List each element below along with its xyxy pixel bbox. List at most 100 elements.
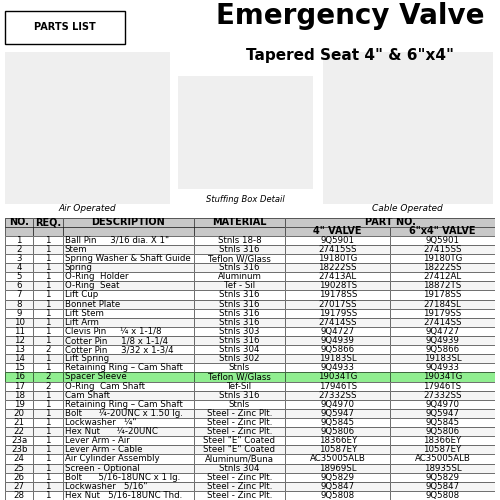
Text: Hex Nut      ¼-20UNC: Hex Nut ¼-20UNC — [65, 427, 158, 436]
Text: 6: 6 — [16, 282, 22, 290]
Bar — [286, 482, 390, 491]
Text: 17: 17 — [14, 382, 24, 390]
Bar — [63, 318, 194, 327]
Bar — [63, 409, 194, 418]
Text: 1: 1 — [46, 282, 51, 290]
Text: 9Q5847: 9Q5847 — [426, 482, 460, 491]
Text: Cotter Pin     1/8 x 1-1/4: Cotter Pin 1/8 x 1-1/4 — [65, 336, 168, 345]
Text: 1: 1 — [46, 308, 51, 318]
Text: 1: 1 — [46, 409, 51, 418]
Bar — [390, 372, 495, 382]
Bar — [286, 372, 390, 382]
Text: 18: 18 — [14, 390, 24, 400]
Bar — [286, 364, 390, 372]
Bar — [5, 254, 34, 263]
Text: Lever Arm - Air: Lever Arm - Air — [65, 436, 130, 446]
Bar — [34, 418, 63, 427]
Bar — [5, 308, 34, 318]
Bar — [286, 236, 390, 245]
Text: 10587EY: 10587EY — [318, 446, 357, 454]
Text: Stnls 316: Stnls 316 — [219, 290, 260, 300]
Bar — [194, 436, 286, 446]
Bar — [390, 345, 495, 354]
Bar — [286, 282, 390, 290]
Text: 1: 1 — [46, 290, 51, 300]
Bar — [5, 446, 34, 454]
Bar — [390, 364, 495, 372]
Bar — [194, 336, 286, 345]
Bar — [63, 263, 194, 272]
Text: 2: 2 — [46, 382, 51, 390]
Bar — [5, 436, 34, 446]
Bar — [34, 446, 63, 454]
Bar — [5, 472, 34, 482]
Text: Aluminum/Buna: Aluminum/Buna — [205, 454, 274, 464]
Bar — [34, 436, 63, 446]
Bar — [194, 245, 286, 254]
Bar — [34, 263, 63, 272]
Bar — [34, 464, 63, 472]
Bar — [5, 436, 34, 446]
Text: 2: 2 — [46, 372, 51, 382]
Bar — [34, 218, 63, 226]
Bar — [63, 454, 194, 464]
Bar — [5, 464, 34, 472]
Text: Cotter Pin     3/32 x 1-3/4: Cotter Pin 3/32 x 1-3/4 — [65, 345, 174, 354]
Bar — [5, 282, 34, 290]
Bar — [194, 409, 286, 418]
Text: 27332SS: 27332SS — [318, 390, 357, 400]
Text: 9Q4970: 9Q4970 — [320, 400, 354, 409]
Text: 19034TG: 19034TG — [318, 372, 358, 382]
Bar — [34, 272, 63, 281]
Bar — [194, 364, 286, 372]
Bar — [390, 245, 495, 254]
Text: 9Q5866: 9Q5866 — [320, 345, 355, 354]
Bar — [194, 318, 286, 327]
Bar — [5, 327, 34, 336]
Bar — [286, 491, 390, 500]
Bar — [390, 300, 495, 308]
Bar — [286, 382, 390, 390]
Bar — [194, 491, 286, 500]
Bar — [63, 300, 194, 308]
Bar — [390, 427, 495, 436]
Bar — [5, 236, 34, 245]
Text: 2: 2 — [46, 345, 51, 354]
Bar — [5, 282, 34, 290]
Bar — [34, 382, 63, 390]
Bar — [34, 364, 63, 372]
Text: Stnls: Stnls — [229, 364, 250, 372]
Text: 6"x4" VALVE: 6"x4" VALVE — [410, 226, 476, 236]
Text: 12: 12 — [14, 336, 24, 345]
Bar — [63, 390, 194, 400]
Text: AC35005ALB: AC35005ALB — [310, 454, 366, 464]
Text: 1: 1 — [46, 364, 51, 372]
Bar — [63, 308, 194, 318]
Text: Spacer Sleeve: Spacer Sleeve — [65, 372, 126, 382]
Bar — [5, 482, 34, 491]
Bar — [286, 282, 390, 290]
Text: Cable Operated: Cable Operated — [372, 204, 443, 213]
Bar — [5, 354, 34, 364]
Bar — [194, 382, 286, 390]
Bar — [63, 472, 194, 482]
Text: 1: 1 — [46, 436, 51, 446]
Bar — [63, 290, 194, 300]
Bar — [63, 372, 194, 382]
Bar — [34, 336, 63, 345]
Text: 9Q5829: 9Q5829 — [426, 472, 460, 482]
Bar — [63, 345, 194, 354]
Bar — [63, 236, 194, 245]
Bar — [34, 372, 63, 382]
Bar — [34, 282, 63, 290]
Bar — [5, 308, 34, 318]
Text: MATERIAL: MATERIAL — [212, 217, 266, 227]
Text: 17946TS: 17946TS — [424, 382, 462, 390]
Bar — [286, 364, 390, 372]
Bar — [5, 345, 34, 354]
Bar — [63, 446, 194, 454]
Text: 4: 4 — [16, 263, 22, 272]
Text: 9Q5806: 9Q5806 — [426, 427, 460, 436]
Bar — [194, 308, 286, 318]
Bar — [5, 454, 34, 464]
